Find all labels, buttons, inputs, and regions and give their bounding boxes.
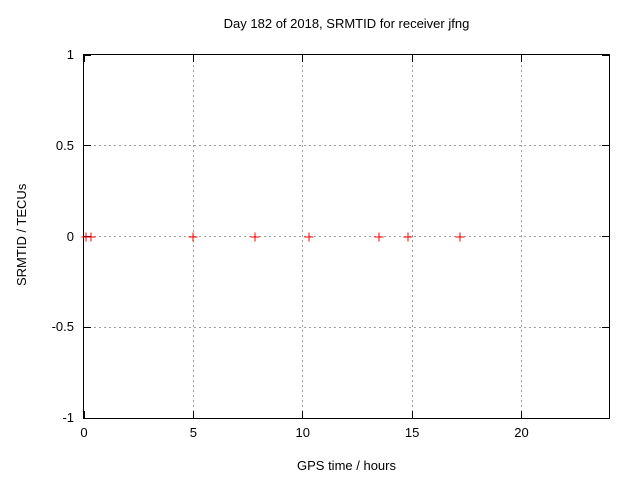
y-tick-right	[602, 236, 609, 237]
y-tick-label: 0.5	[55, 137, 74, 153]
x-tick-top	[83, 55, 85, 62]
y-tick-right	[602, 417, 609, 419]
x-axis-label: GPS time / hours	[297, 458, 396, 473]
x-tick-label: 15	[404, 425, 420, 440]
x-tick-bottom	[83, 411, 85, 418]
y-tick-right	[602, 54, 609, 56]
y-gridline	[84, 236, 609, 237]
data-point-marker	[374, 232, 384, 241]
y-tick-right	[602, 145, 609, 147]
x-tick-top	[411, 55, 413, 62]
y-tick-left	[84, 417, 91, 419]
data-point-marker	[86, 232, 96, 241]
y-gridline	[84, 145, 609, 147]
y-tick-left	[84, 54, 91, 56]
x-tick-bottom	[302, 411, 304, 418]
x-tick-label: 5	[189, 425, 197, 440]
x-tick-label: 20	[514, 425, 529, 440]
data-point-marker	[188, 232, 198, 241]
chart-title: Day 182 of 2018, SRMTID for receiver jfn…	[223, 16, 470, 31]
data-point-marker	[403, 232, 413, 241]
x-tick-bottom	[192, 411, 194, 418]
data-point-marker	[455, 232, 465, 241]
y-gridline	[84, 326, 609, 328]
y-tick-label: 0	[66, 228, 74, 244]
y-tick-label: 1	[66, 47, 74, 62]
x-tick-label: 10	[295, 425, 310, 440]
data-point-marker	[304, 232, 314, 241]
data-point-marker	[250, 232, 260, 241]
plot-area	[81, 54, 610, 419]
y-tick-label: -0.5	[51, 319, 74, 335]
y-tick-right	[602, 326, 609, 328]
x-tick-top	[192, 55, 194, 62]
x-tick-bottom	[411, 411, 413, 418]
y-tick-left	[84, 326, 91, 328]
y-tick-label: -1	[62, 410, 74, 425]
y-tick-left	[84, 145, 91, 147]
x-tick-bottom	[521, 411, 522, 418]
x-tick-top	[302, 55, 304, 62]
x-tick-label: 0	[80, 425, 88, 440]
x-tick-top	[521, 55, 522, 62]
